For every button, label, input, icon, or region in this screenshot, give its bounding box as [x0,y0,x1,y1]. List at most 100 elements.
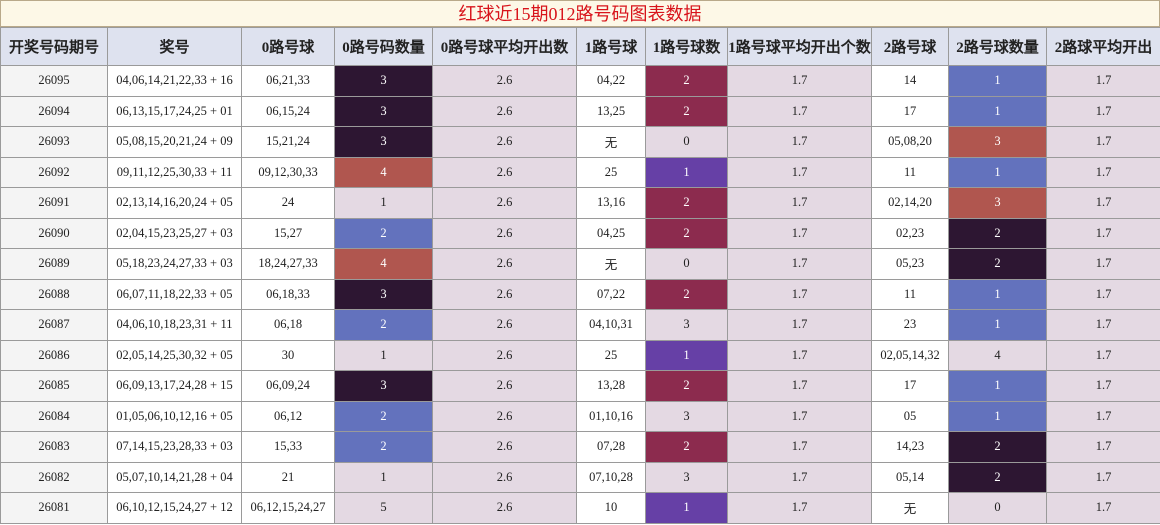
table-cell: 06,15,24 [241,95,335,127]
table-cell: 3 [645,400,728,432]
table-cell: 06,09,24 [241,370,335,402]
table-cell: 1.7 [727,217,872,249]
table-cell: 3 [334,65,433,97]
table-row: 26094 06,13,15,17,24,25 + 01 06,15,24 3 2.6 1… [0,95,1160,127]
table-cell: 26092 [0,156,108,188]
table-cell: 26085 [0,370,108,402]
table-cell: 1.7 [727,65,872,97]
table-cell: 17 [871,370,949,402]
table-cell: 04,25 [576,217,646,249]
table-cell: 26094 [0,95,108,127]
table-cell: 2 [645,65,728,97]
table-cell: 05 [871,400,949,432]
table-cell: 2.6 [432,492,577,524]
table-cell: 1.7 [1046,370,1160,402]
table-cell: 07,14,15,23,28,33 + 03 [107,431,242,463]
table-cell: 4 [334,248,433,280]
table-cell: 04,06,10,18,23,31 + 11 [107,309,242,341]
table-cell: 1.7 [727,126,872,158]
table-cell: 3 [645,461,728,493]
table-cell: 2.6 [432,248,577,280]
table-cell: 1.7 [1046,431,1160,463]
table-cell: 02,05,14,25,30,32 + 05 [107,339,242,371]
table-cell: 1 [948,95,1047,127]
table-cell: 1.7 [1046,95,1160,127]
table-cell: 2 [645,187,728,219]
table-cell: 1.7 [1046,309,1160,341]
table-cell: 1 [334,461,433,493]
table-cell: 1 [948,65,1047,97]
table-cell: 3 [334,370,433,402]
table-cell: 1 [948,278,1047,310]
table-cell: 2.6 [432,339,577,371]
table-cell: 25 [576,156,646,188]
table-cell: 1.7 [1046,217,1160,249]
column-header: 开奖号码期号 [0,27,108,66]
table-cell: 15,21,24 [241,126,335,158]
table-cell: 2 [334,400,433,432]
table-cell: 13,28 [576,370,646,402]
table-cell: 1.7 [727,400,872,432]
table-cell: 26086 [0,339,108,371]
table-cell: 3 [948,187,1047,219]
table-cell: 2.6 [432,187,577,219]
table-cell: 2 [948,461,1047,493]
table-cell: 无 [576,248,646,280]
table-cell: 1.7 [727,492,872,524]
table-cell: 1.7 [727,461,872,493]
table-cell: 01,05,06,10,12,16 + 05 [107,400,242,432]
table-cell: 1.7 [727,370,872,402]
table-cell: 26087 [0,309,108,341]
table-cell: 2.6 [432,126,577,158]
table-row: 26084 01,05,06,10,12,16 + 05 06,12 2 2.6 01,1… [0,400,1160,432]
table-cell: 30 [241,339,335,371]
table-cell: 05,08,15,20,21,24 + 09 [107,126,242,158]
table-cell: 2 [645,370,728,402]
table-cell: 1 [334,339,433,371]
table-cell: 06,18 [241,309,335,341]
table-row: 26089 05,18,23,24,27,33 + 03 18,24,27,33 4 2… [0,248,1160,280]
table-cell: 无 [871,492,949,524]
table-cell: 5 [334,492,433,524]
table-cell: 2.6 [432,65,577,97]
table-cell: 05,14 [871,461,949,493]
table-row: 26088 06,07,11,18,22,33 + 05 06,18,33 3 2.6 0… [0,278,1160,310]
table-cell: 0 [645,248,728,280]
table-cell: 05,08,20 [871,126,949,158]
table-cell: 2 [645,431,728,463]
table-row: 26093 05,08,15,20,21,24 + 09 15,21,24 3 2.6 无… [0,126,1160,158]
table-cell: 2 [948,217,1047,249]
table-cell: 1.7 [727,309,872,341]
table-cell: 06,10,12,15,24,27 + 12 [107,492,242,524]
table-cell: 06,12,15,24,27 [241,492,335,524]
table-cell: 02,23 [871,217,949,249]
table-cell: 1.7 [727,95,872,127]
column-header: 奖号 [107,27,242,66]
table-cell: 13,16 [576,187,646,219]
table-cell: 09,11,12,25,30,33 + 11 [107,156,242,188]
table-row: 26083 07,14,15,23,28,33 + 03 15,33 2 2.6 07,2… [0,431,1160,463]
table-cell: 2 [948,431,1047,463]
table-cell: 1.7 [1046,156,1160,188]
table-cell: 11 [871,278,949,310]
table-cell: 2.6 [432,461,577,493]
column-header: 1路号球数 [645,27,728,66]
header-row: 开奖号码期号 奖号 0路号球 0路号码数量 0路号球平均开出数 1路号球 1路号球数 1路号球… [0,27,1160,66]
table-cell: 2 [645,278,728,310]
table-cell: 1.7 [1046,278,1160,310]
table-cell: 1 [645,156,728,188]
table-cell: 07,22 [576,278,646,310]
column-header: 2路号球数量 [948,27,1047,66]
table-row: 26092 09,11,12,25,30,33 + 11 09,12,30,33 4 2… [0,156,1160,188]
column-header: 1路号球平均开出个数 [727,27,872,66]
table-cell: 3 [948,126,1047,158]
column-header: 0路号码数量 [334,27,433,66]
table-cell: 2 [948,248,1047,280]
table-cell: 04,22 [576,65,646,97]
table-cell: 06,09,13,17,24,28 + 15 [107,370,242,402]
table-row: 26091 02,13,14,16,20,24 + 05 24 1 2.6 13,16 2 1… [0,187,1160,219]
table-cell: 11 [871,156,949,188]
table-cell: 2 [334,309,433,341]
table-cell: 06,07,11,18,22,33 + 05 [107,278,242,310]
